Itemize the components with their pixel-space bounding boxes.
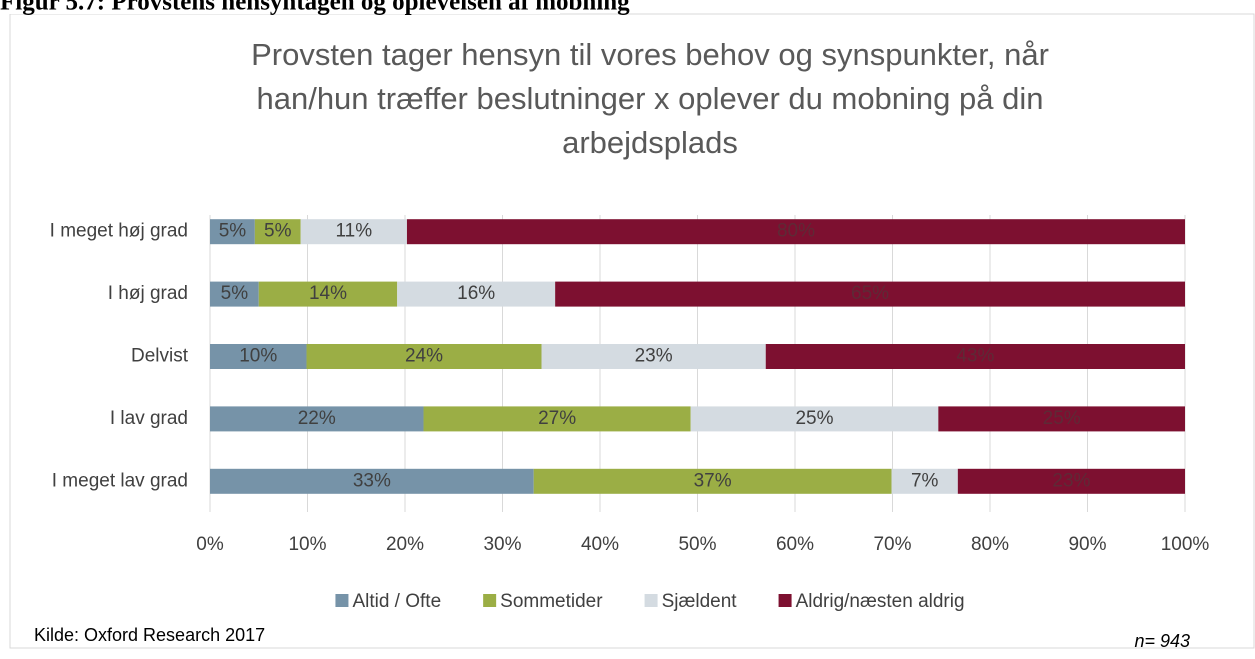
legend-swatch — [644, 594, 658, 607]
data-label: 22% — [298, 408, 336, 429]
legend-label: Sjældent — [662, 591, 738, 612]
legend-label: Aldrig/næsten aldrig — [796, 591, 965, 612]
x-tick-label: 0% — [196, 534, 224, 555]
data-label: 23% — [1052, 470, 1090, 491]
x-tick-label: 100% — [1161, 534, 1210, 555]
data-label: 80% — [777, 221, 815, 242]
x-tick-label: 10% — [288, 534, 326, 555]
bar-segment — [406, 219, 1185, 245]
bar-segment — [957, 468, 1185, 494]
data-label: 43% — [956, 346, 994, 367]
data-label: 23% — [635, 346, 673, 367]
sample-size: n= 943 — [1134, 631, 1190, 651]
bar-segment — [210, 344, 307, 369]
data-label: 16% — [457, 283, 495, 304]
data-label: 5% — [221, 283, 249, 304]
data-label: 25% — [795, 408, 833, 429]
bar-segment — [765, 344, 1185, 369]
y-tick-label: I lav grad — [110, 408, 188, 429]
bar-segment — [300, 219, 407, 245]
bar-segment — [690, 406, 939, 432]
bar-segment — [306, 344, 542, 369]
chart-title: arbejdsplads — [562, 125, 738, 160]
legend-label: Altid / Ofte — [352, 591, 441, 612]
x-tick-label: 30% — [483, 534, 521, 555]
y-tick-label: I høj grad — [108, 283, 188, 304]
legend-swatch — [778, 594, 792, 607]
chart-frame — [9, 13, 1255, 649]
bar-segment — [258, 281, 398, 307]
figure-title: Figur 5.7: Provstens hensyntagen og ople… — [0, 0, 630, 16]
data-label: 11% — [336, 221, 373, 242]
data-label: 65% — [851, 283, 889, 304]
bar-segment — [397, 281, 556, 307]
data-label: 27% — [538, 408, 576, 429]
bar-segment — [541, 344, 766, 369]
x-tick-label: 50% — [678, 534, 716, 555]
data-label: 14% — [309, 283, 347, 304]
bar-segment — [210, 281, 259, 307]
data-label: 24% — [405, 346, 443, 367]
y-tick-label: I meget lav grad — [52, 470, 188, 491]
y-tick-label: Delvist — [131, 346, 189, 367]
legend-swatch — [335, 594, 349, 607]
x-tick-label: 40% — [581, 534, 619, 555]
x-tick-label: 20% — [386, 534, 424, 555]
data-label: 7% — [911, 470, 939, 491]
bar-segment — [891, 468, 958, 494]
chart-title: han/hun træffer beslutninger x oplever d… — [256, 81, 1043, 116]
chart-title: Provsten tager hensyn til vores behov og… — [251, 37, 1049, 72]
data-label: 37% — [694, 470, 732, 491]
bar-segment — [555, 281, 1185, 307]
legend-label: Sommetider — [500, 591, 603, 612]
source: Kilde: Oxford Research 2017 — [34, 625, 265, 645]
x-tick-label: 80% — [971, 534, 1009, 555]
x-tick-label: 60% — [776, 534, 814, 555]
x-tick-label: 90% — [1068, 534, 1106, 555]
data-label: 5% — [264, 221, 292, 242]
bar-segment — [938, 406, 1185, 432]
data-label: 10% — [239, 346, 277, 367]
data-label: 25% — [1043, 408, 1081, 429]
data-label: 33% — [353, 470, 391, 491]
data-label: 5% — [219, 221, 247, 242]
bar-segment — [210, 468, 534, 494]
bar-segment — [210, 219, 255, 245]
figure-title-backdrop — [0, 0, 560, 14]
bar-segment — [533, 468, 892, 494]
legend-swatch — [483, 594, 497, 607]
bar-segment — [210, 406, 424, 432]
y-tick-label: I meget høj grad — [50, 221, 188, 242]
bar-segment — [423, 406, 691, 432]
bar-segment — [254, 219, 301, 245]
x-tick-label: 70% — [873, 534, 911, 555]
